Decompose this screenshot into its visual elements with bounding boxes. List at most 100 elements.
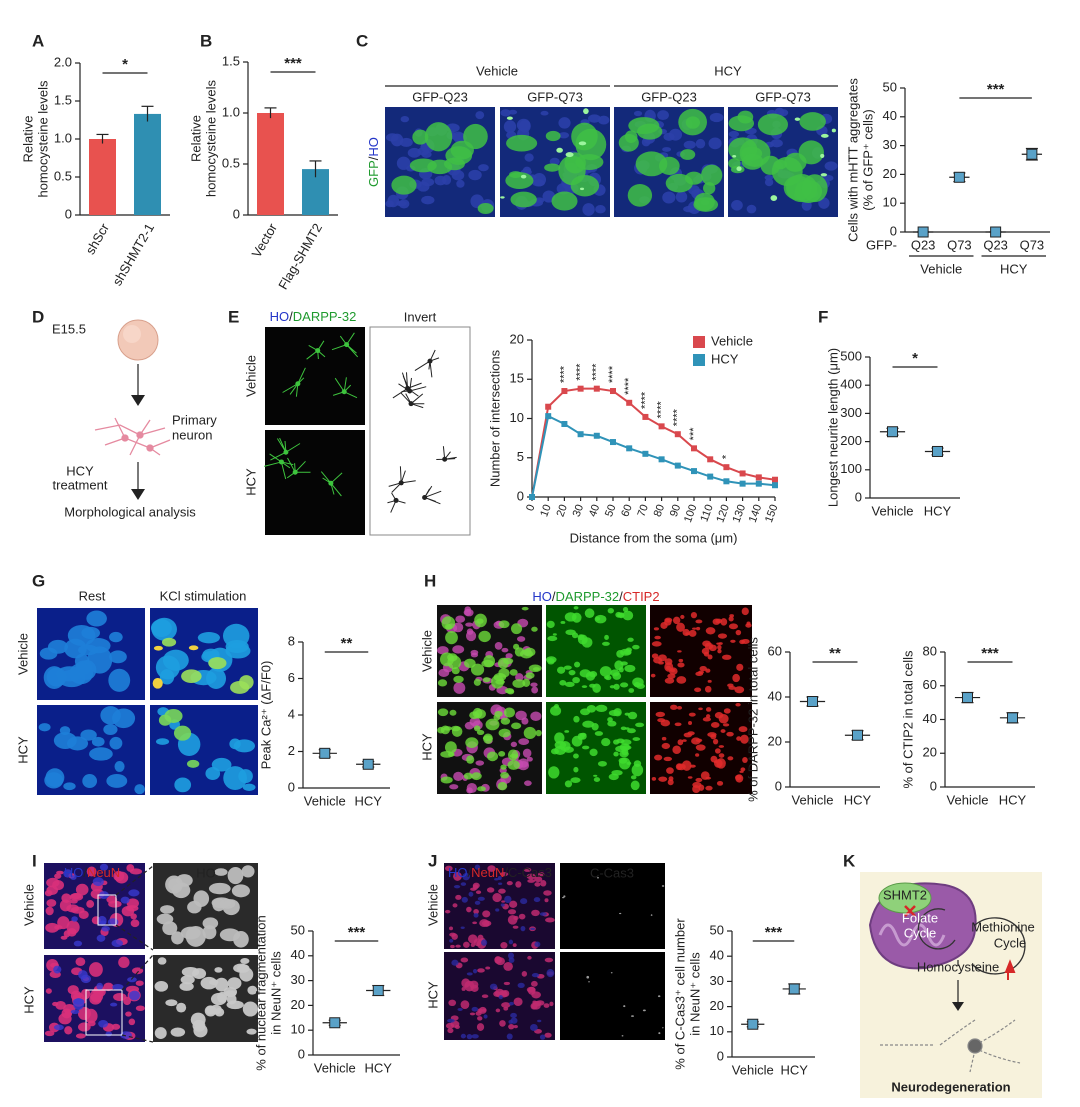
cell [461, 987, 466, 991]
cell [631, 763, 644, 777]
cell [44, 889, 53, 897]
cell [564, 612, 577, 622]
cell [211, 757, 232, 772]
cell [701, 164, 723, 186]
cell [587, 114, 601, 123]
stain-part: / [619, 589, 623, 604]
cell [73, 998, 85, 1005]
mean-marker [372, 985, 384, 997]
y-axis-label: Longest neurite length (μm) [825, 348, 840, 507]
x-tick-label: HCY [355, 793, 383, 808]
cell [61, 893, 72, 903]
cell [485, 966, 491, 970]
cell [86, 610, 107, 627]
cell [635, 722, 645, 728]
cell [740, 767, 746, 772]
soma [427, 358, 433, 364]
cell [453, 885, 461, 889]
significance: **** [575, 363, 587, 381]
cell [730, 639, 736, 643]
cell [705, 785, 713, 791]
cell [453, 771, 464, 782]
cell [153, 645, 163, 651]
cell [484, 920, 490, 925]
cell [801, 174, 828, 203]
cell [487, 865, 496, 872]
cell [448, 999, 457, 1007]
cell [602, 641, 610, 646]
cell [556, 147, 563, 153]
cell [75, 957, 86, 967]
cell [531, 909, 540, 917]
cell [718, 714, 729, 724]
cell [551, 191, 578, 211]
cell [231, 884, 250, 898]
cell [477, 968, 485, 973]
x-axis-label: Distance from the soma (μm) [570, 530, 738, 545]
x-tick-label: 40 [587, 503, 602, 519]
y-tick-label: 50 [710, 922, 724, 937]
cell [505, 653, 513, 659]
cell [208, 657, 227, 670]
point [626, 399, 633, 406]
cell [677, 662, 685, 668]
cell [476, 1023, 485, 1031]
cell [717, 644, 722, 650]
cell [565, 629, 576, 636]
cell [784, 152, 807, 172]
cell [680, 149, 696, 160]
cell [544, 163, 561, 172]
cell [493, 990, 501, 997]
cell [485, 718, 500, 731]
cell [453, 681, 466, 694]
stain-part: DARPP-32 [556, 589, 620, 604]
point [561, 420, 568, 427]
cell [588, 981, 590, 983]
cell [513, 1025, 518, 1029]
cell [96, 982, 104, 990]
y-tick-label: 20 [883, 166, 897, 181]
cell [518, 738, 530, 745]
cell [592, 683, 601, 693]
cell [627, 728, 636, 734]
x-tick-label: Vehicle [872, 503, 914, 518]
cell [657, 995, 661, 998]
cell [526, 756, 533, 762]
cell [476, 618, 484, 624]
cell [597, 760, 607, 767]
neurite [331, 332, 359, 358]
cell [162, 649, 189, 671]
cell [537, 1019, 542, 1023]
cell [581, 685, 588, 689]
cell [557, 666, 566, 674]
significance: *** [284, 55, 302, 72]
cell [630, 780, 640, 791]
cell [664, 658, 673, 666]
cell [501, 989, 510, 997]
cell [503, 657, 514, 665]
cell [456, 179, 465, 188]
cell [437, 646, 449, 655]
cell [622, 610, 634, 621]
point [610, 388, 616, 395]
cell [517, 982, 525, 988]
cell [736, 663, 744, 671]
point [691, 468, 697, 475]
cell [400, 115, 410, 123]
cell [471, 1006, 479, 1012]
cell [613, 683, 620, 690]
cell [483, 733, 493, 744]
cell [111, 1023, 121, 1030]
cell [494, 956, 502, 964]
cell [46, 877, 60, 888]
cell [242, 783, 256, 791]
stain-part: NeuN [87, 865, 120, 880]
x-prefix: GFP- [866, 237, 897, 252]
cell [505, 172, 534, 190]
cell [472, 882, 480, 889]
cell [501, 900, 506, 903]
cell [703, 182, 716, 195]
cell [512, 679, 526, 688]
x-tick-label: 30 [571, 503, 586, 519]
